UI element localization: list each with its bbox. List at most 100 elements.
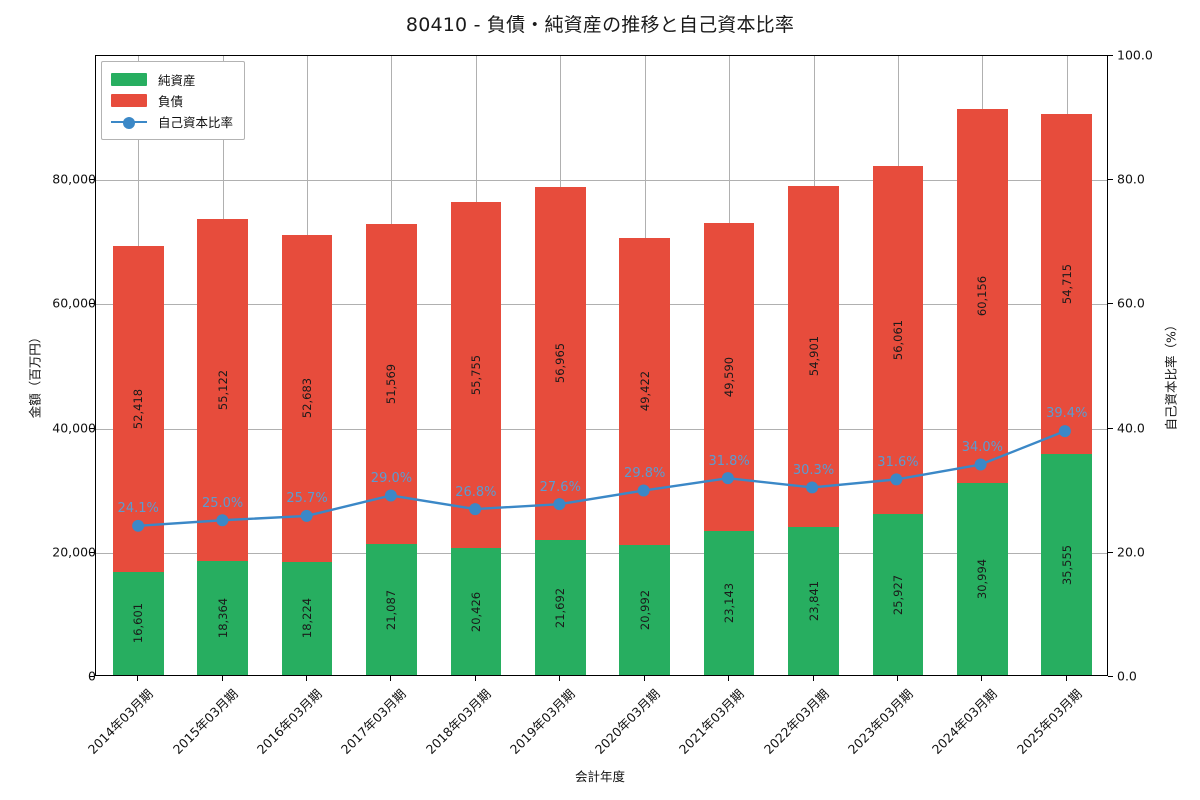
bar-group[interactable]: 18,364 55,122 (197, 218, 248, 675)
bar-group[interactable]: 20,426 55,755 (450, 201, 502, 675)
bar-segment-equity[interactable]: 23,841 (788, 526, 839, 675)
x-axis-tick (390, 676, 392, 681)
chart-legend: 純資産負債自己資本比率 (101, 61, 246, 140)
ratio-point-marker[interactable] (300, 509, 313, 522)
y-axis-left-tick-label: 20,000 (52, 544, 96, 560)
legend-label: 自己資本比率 (158, 115, 234, 130)
y-axis-right-tick (1108, 303, 1113, 305)
y-axis-right-tick-label: 80.0 (1117, 171, 1145, 187)
y-axis-left-tick (90, 179, 95, 181)
ratio-point-marker[interactable] (384, 489, 397, 502)
legend-item[interactable]: 負債 (111, 90, 233, 111)
ratio-value-label: 29.0% (370, 470, 413, 486)
ratio-point-marker[interactable] (721, 472, 734, 485)
bar-segment-equity[interactable]: 20,992 (619, 544, 671, 675)
bar-segment-liability[interactable]: 55,755 (450, 201, 502, 549)
x-axis-tick (306, 676, 308, 681)
bar-segment-equity[interactable]: 25,927 (872, 514, 924, 675)
ratio-value-label: 31.8% (708, 453, 750, 469)
ratio-value-label: 27.6% (539, 479, 581, 495)
bar-segment-equity[interactable]: 18,224 (281, 561, 333, 675)
y-axis-right-tick-label: 60.0 (1117, 295, 1145, 311)
x-axis-tick-label: 2018年03月期 (422, 686, 494, 757)
bar-segment-liability[interactable]: 56,061 (872, 165, 924, 514)
ratio-value-label: 34.0% (961, 439, 1004, 455)
y-axis-right-tick-label: 20.0 (1117, 544, 1145, 560)
bar-group[interactable]: 23,841 54,901 (788, 186, 839, 675)
bar-segment-equity[interactable]: 21,087 (366, 544, 417, 675)
legend-item[interactable]: 純資産 (111, 69, 233, 90)
bar-segment-liability[interactable]: 55,122 (197, 218, 248, 561)
bar-segment-equity[interactable]: 18,364 (197, 560, 248, 675)
ratio-point-marker[interactable] (637, 484, 650, 497)
bar-segment-equity[interactable]: 30,994 (957, 482, 1008, 675)
bar-group[interactable]: 16,601 52,418 (112, 246, 164, 675)
ratio-point-marker[interactable] (469, 503, 482, 516)
bar-group[interactable]: 18,224 52,683 (281, 234, 333, 675)
x-axis-tick (1065, 676, 1067, 681)
bar-group[interactable]: 21,692 56,965 (534, 186, 586, 675)
x-axis-tick-label: 2014年03月期 (85, 686, 156, 757)
ratio-point-marker[interactable] (132, 519, 145, 532)
y-axis-left-tick (90, 676, 95, 677)
ratio-point-marker[interactable] (890, 473, 903, 486)
bar-segment-liability[interactable]: 54,901 (788, 186, 839, 527)
ratio-point-marker[interactable] (806, 481, 819, 494)
legend-item[interactable]: 自己資本比率 (111, 111, 233, 132)
x-axis-tick-label: 2023年03月期 (844, 686, 916, 757)
legend-label: 負債 (158, 94, 184, 109)
bar-group[interactable]: 25,927 56,061 (872, 165, 924, 675)
ratio-value-label: 31.6% (877, 454, 919, 470)
bar-group[interactable]: 30,994 60,156 (957, 108, 1008, 675)
legend-swatch-icon (111, 94, 147, 107)
bar-segment-equity[interactable]: 35,555 (1041, 454, 1093, 675)
y-axis-right-tick (1108, 55, 1113, 56)
legend-label: 純資産 (158, 73, 196, 88)
x-axis-title: 会計年度 (574, 769, 625, 784)
x-axis-tick (474, 676, 476, 681)
y-axis-right-tick (1108, 551, 1113, 553)
y-axis-right-tick (1108, 676, 1113, 677)
x-axis-tick-label: 2021年03月期 (675, 686, 747, 757)
bar-group[interactable]: 21,087 51,569 (366, 223, 417, 675)
y-axis-right-tick-label: 100.0 (1117, 47, 1153, 63)
bar-segment-equity[interactable]: 16,601 (112, 571, 164, 675)
bar-segment-equity[interactable]: 20,426 (450, 548, 502, 675)
x-axis-tick (559, 676, 561, 681)
y-axis-left-tick (90, 427, 95, 429)
y-axis-left-tick-label: 0 (88, 668, 96, 684)
ratio-value-label: 29.8% (624, 465, 666, 481)
bar-segment-liability[interactable]: 52,418 (112, 246, 164, 572)
ratio-point-marker[interactable] (1058, 425, 1071, 438)
ratio-value-label: 30.3% (792, 462, 835, 478)
y-axis-right-tick-label: 0.0 (1117, 668, 1137, 684)
x-axis-tick (981, 676, 983, 681)
y-axis-right-tick-label: 40.0 (1117, 420, 1145, 436)
gridline-horizontal (96, 428, 1107, 430)
y-axis-right-tick (1108, 427, 1113, 429)
x-axis-tick-label: 2019年03月期 (507, 686, 579, 757)
ratio-point-marker[interactable] (974, 458, 987, 471)
ratio-value-label: 24.1% (117, 501, 159, 517)
bar-segment-liability[interactable]: 56,965 (534, 186, 586, 541)
bar-group[interactable]: 35,555 54,715 (1041, 114, 1093, 675)
ratio-value-label: 39.4% (1046, 406, 1088, 422)
bar-segment-liability[interactable]: 60,156 (957, 108, 1008, 483)
ratio-line (138, 430, 1066, 528)
y-axis-left-tick-label: 40,000 (52, 420, 96, 436)
bar-segment-equity[interactable]: 23,143 (703, 531, 755, 675)
legend-swatch-icon (111, 73, 147, 86)
ratio-point-marker[interactable] (216, 514, 229, 527)
ratio-point-marker[interactable] (553, 498, 566, 511)
bar-segment-liability[interactable]: 54,715 (1041, 114, 1093, 455)
x-axis-tick-label: 2015年03月期 (169, 686, 241, 757)
bar-segment-liability[interactable]: 52,683 (281, 234, 333, 562)
chart-title: 80410 - 負債・純資産の推移と自己資本比率 (405, 14, 795, 36)
x-axis-tick-label: 2020年03月期 (591, 686, 663, 757)
plot-area: 16,601 52,418 18,364 55,122 18,224 52,683 21,0… (95, 55, 1108, 676)
x-axis-tick (137, 676, 139, 681)
y-axis-left-tick-label: 60,000 (52, 295, 96, 311)
x-axis-tick-label: 2025年03月期 (1013, 686, 1085, 757)
bar-segment-equity[interactable]: 21,692 (534, 540, 586, 675)
